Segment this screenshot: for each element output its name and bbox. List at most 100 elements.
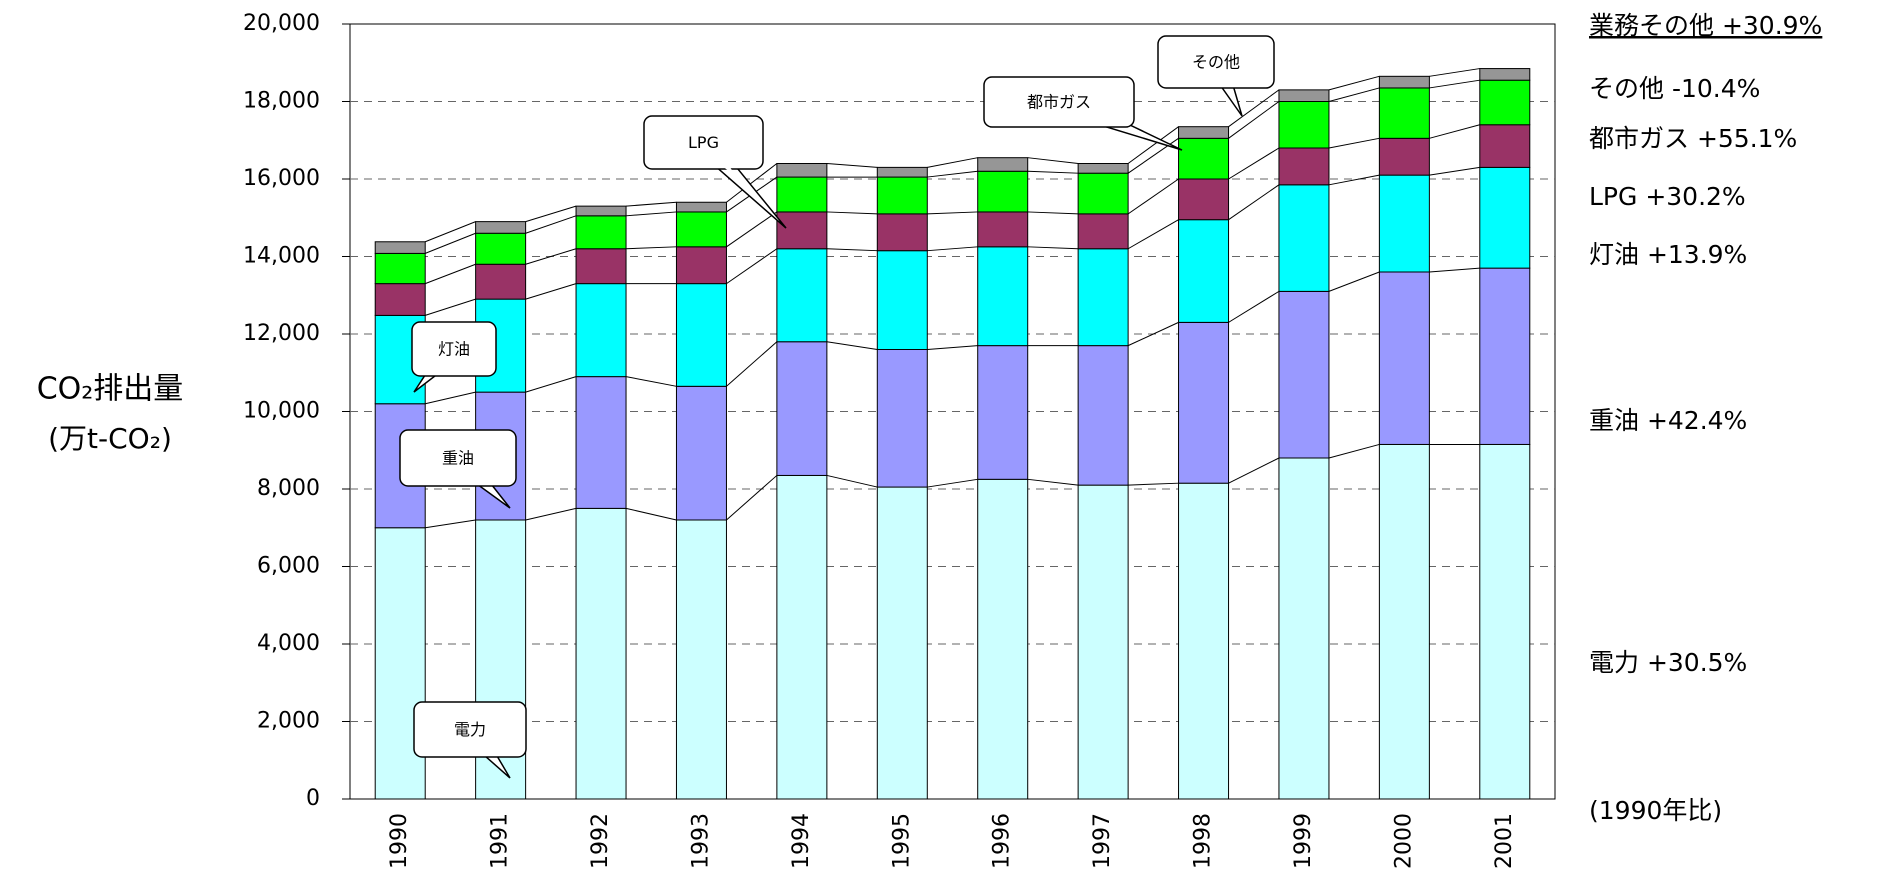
connector bbox=[1127, 321, 1179, 347]
bar-segment bbox=[876, 213, 928, 252]
connector bbox=[425, 298, 476, 316]
bar-segment bbox=[1077, 345, 1129, 486]
bar-segment bbox=[374, 283, 426, 316]
bar-segment bbox=[575, 248, 627, 285]
callout-tail-cover bbox=[1056, 94, 1109, 122]
callout-tail-cover bbox=[463, 724, 486, 749]
bar-segment bbox=[1479, 166, 1531, 269]
connector bbox=[927, 345, 978, 350]
connector bbox=[826, 474, 878, 488]
callout-tail-cover bbox=[697, 136, 737, 177]
connector bbox=[1228, 101, 1280, 139]
connector bbox=[425, 391, 476, 405]
bar-segment bbox=[1178, 137, 1230, 180]
annotation: 電力 +30.5% bbox=[1589, 648, 1747, 677]
bar-segment bbox=[1077, 163, 1129, 174]
connector bbox=[1228, 147, 1280, 180]
connector bbox=[1328, 174, 1380, 186]
connector bbox=[826, 211, 878, 215]
connector bbox=[626, 211, 677, 217]
connector bbox=[525, 248, 577, 265]
connector bbox=[927, 246, 978, 252]
connector bbox=[525, 507, 577, 521]
bar-segment bbox=[1378, 87, 1430, 139]
bar-segment bbox=[675, 283, 727, 387]
x-tick-label: 1998 bbox=[1191, 813, 1216, 869]
connector bbox=[1429, 68, 1480, 77]
x-tick-label: 1990 bbox=[387, 813, 412, 869]
bar-segment bbox=[1077, 213, 1129, 250]
x-tick-label: 1993 bbox=[688, 813, 713, 869]
connector bbox=[1127, 178, 1179, 215]
bar-segment bbox=[776, 163, 828, 178]
connector bbox=[1328, 87, 1380, 102]
bar-segment bbox=[1278, 101, 1330, 149]
connector bbox=[525, 283, 577, 300]
connector bbox=[927, 157, 978, 168]
bar-segment bbox=[1178, 321, 1230, 484]
connector bbox=[1127, 219, 1179, 250]
connector bbox=[726, 475, 778, 521]
bar-segment bbox=[876, 486, 928, 800]
connector bbox=[1328, 271, 1380, 292]
bar-segment bbox=[1178, 126, 1230, 139]
bar-segment bbox=[575, 283, 627, 378]
connector bbox=[425, 519, 476, 529]
callout-label: その他 bbox=[1192, 53, 1240, 72]
bar-segment bbox=[675, 201, 727, 213]
bar-segment bbox=[374, 252, 426, 285]
bar-segment bbox=[1479, 68, 1531, 81]
bar-segment bbox=[977, 170, 1029, 213]
connector bbox=[1328, 137, 1380, 149]
bar-segment bbox=[1479, 443, 1531, 800]
y-axis-label: (万t-CO₂) bbox=[48, 422, 172, 455]
y-tick-label: 14,000 bbox=[243, 244, 320, 269]
bar-segment bbox=[1378, 75, 1430, 89]
connector bbox=[1027, 211, 1079, 215]
connector bbox=[1027, 170, 1079, 174]
bar-segment bbox=[776, 176, 828, 213]
connector bbox=[927, 211, 978, 215]
connector bbox=[1328, 443, 1380, 459]
bar-segment bbox=[675, 385, 727, 521]
bar-segment bbox=[776, 474, 828, 800]
bar-segment bbox=[1278, 457, 1330, 800]
annotation: (1990年比) bbox=[1589, 796, 1722, 825]
bar-segment bbox=[1378, 443, 1430, 800]
callout-label: 都市ガス bbox=[1027, 93, 1091, 112]
bar-segment bbox=[1378, 174, 1430, 273]
annotation: その他 -10.4% bbox=[1589, 74, 1760, 103]
connector bbox=[726, 211, 778, 248]
callout-box bbox=[1157, 35, 1275, 89]
callout-label: 重油 bbox=[442, 449, 474, 468]
connector bbox=[1328, 75, 1380, 91]
bar-segment bbox=[977, 345, 1029, 480]
bar-segment bbox=[776, 211, 828, 250]
bar-segment bbox=[1077, 248, 1129, 347]
bar-segment bbox=[675, 211, 727, 248]
annotation: 重油 +42.4% bbox=[1589, 406, 1747, 435]
connector bbox=[1429, 267, 1480, 273]
connector bbox=[927, 478, 978, 488]
bar-segment bbox=[977, 478, 1029, 800]
connector bbox=[1128, 482, 1179, 486]
connector bbox=[726, 163, 778, 203]
x-tick-label: 1995 bbox=[889, 813, 914, 869]
y-tick-label: 4,000 bbox=[257, 631, 320, 656]
connector bbox=[1027, 157, 1079, 164]
x-tick-label: 1992 bbox=[588, 813, 613, 869]
bar-segment bbox=[475, 232, 527, 265]
callout-tail-cover bbox=[452, 452, 479, 478]
connector bbox=[625, 507, 677, 521]
connector bbox=[1429, 79, 1480, 89]
y-axis-label: CO₂排出量 bbox=[37, 372, 184, 407]
connector bbox=[726, 248, 778, 285]
bar-segment bbox=[1178, 219, 1230, 323]
bar-segment bbox=[1378, 271, 1430, 445]
x-tick-label: 1994 bbox=[789, 813, 814, 869]
annotation: 灯油 +13.9% bbox=[1589, 240, 1747, 269]
connector bbox=[1228, 457, 1280, 484]
bar-segment bbox=[1479, 267, 1531, 445]
connector bbox=[425, 232, 476, 254]
